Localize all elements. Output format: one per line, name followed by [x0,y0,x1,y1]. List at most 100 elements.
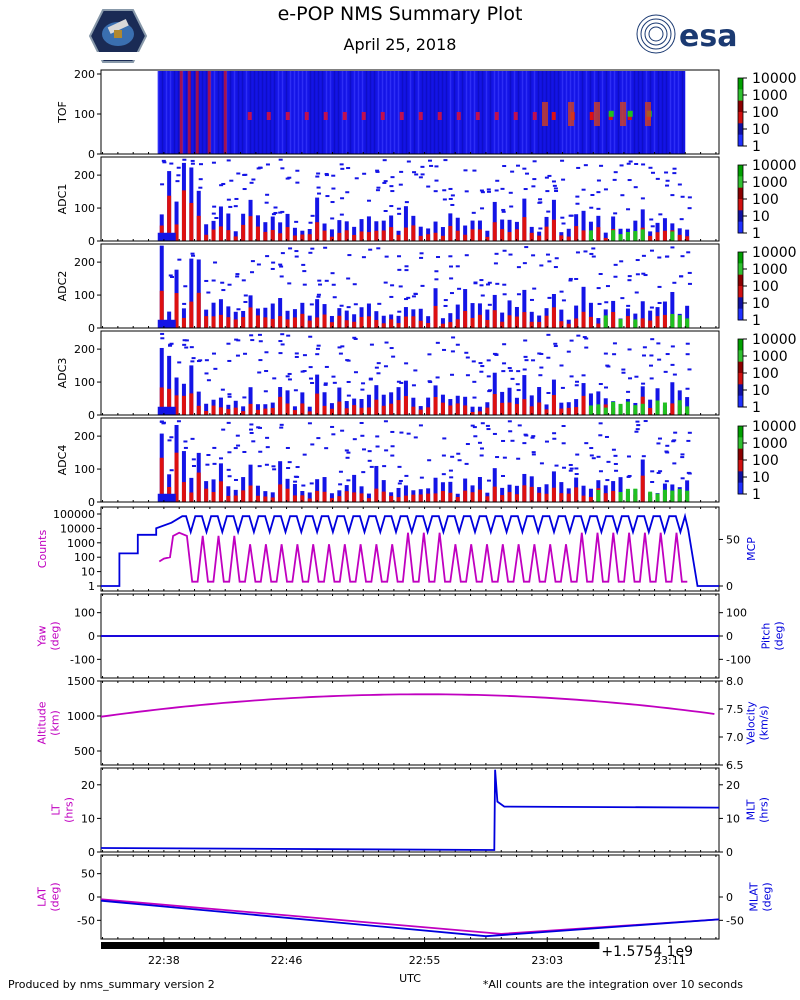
tof-streak [229,71,232,154]
adc-column-core [359,493,364,502]
adc-dash [553,342,558,345]
adc-dash [182,343,187,346]
adc-column [307,406,312,415]
adc-dash [546,210,551,213]
adc-dash [530,436,535,439]
adc-dash [649,218,654,221]
adc-column [633,220,638,241]
adc-column-core [529,406,534,415]
adc-column-core [389,227,394,241]
y-tick-right-label: 8.0 [726,675,744,688]
adc-dash [566,350,571,353]
adc-column-core [448,405,453,415]
adc-column-core [204,488,209,502]
adc-dash [272,377,277,380]
adc-column-core [292,317,297,328]
adc-dash [420,173,425,176]
adc-dash [487,281,492,284]
adc-dash [293,389,298,392]
adc-dash [258,340,263,343]
adc-dash [584,442,589,445]
adc-dash [382,181,387,184]
adc-dash [680,477,685,480]
adc-column [611,216,616,241]
adc-column-peak [611,401,616,415]
adc-dash [243,300,248,303]
adc-column-core [315,393,320,415]
adc-dash [635,259,640,262]
adc-dash [545,190,550,193]
adc-column [492,468,497,502]
adc-dash [390,190,395,193]
y-axis-label-right-line: (hrs) [758,797,771,823]
adc-column [455,217,460,241]
panel-counts-mcp [97,506,723,592]
adc-column [403,206,408,241]
adc-column-core [418,235,423,241]
adc-dash [257,371,262,374]
adc-dash [169,436,174,439]
y-tick-right-label: 0 [726,891,733,904]
adc-column [477,476,482,502]
adc-dash [501,210,506,213]
adc-dash [330,425,335,428]
adc-dash [167,439,172,442]
adc-column [507,300,512,328]
adc-column-core [655,232,660,241]
panel-lat-mlat [97,854,723,949]
adc-column-peak [603,315,608,328]
adc-dash [339,304,344,307]
adc-dash [574,277,579,280]
adc-column-core [470,492,475,502]
adc-dash [584,337,589,340]
adc-dash [670,246,675,249]
adc-column-core [344,320,349,328]
adc-column-core [181,317,186,328]
adc-column-core [492,394,497,415]
adc-column-core [270,229,275,241]
tof-streak [681,71,684,154]
adc-dash [404,362,409,365]
adc-dash [596,179,601,182]
adc-dash [233,205,238,208]
adc-dash [168,344,173,347]
adc-column-core [329,498,334,502]
adc-dash [569,467,574,470]
adc-dash [641,455,646,458]
adc-dash [236,444,241,447]
adc-dash [258,450,263,453]
tof-streak [413,71,416,154]
adc-dash [396,207,401,210]
y-tick-label: 100 [74,551,95,564]
adc-dash [300,370,305,373]
adc-dash [561,442,566,445]
adc-column-core [344,408,349,415]
adc-dash [204,359,209,362]
adc-column-core [551,395,556,415]
y-axis-label-left-line: Yaw [36,626,49,648]
tof-streak [581,71,584,154]
adc-column-core [500,402,505,415]
adc-dash [448,187,453,190]
adc-dash [613,212,618,215]
adc-dash [531,359,536,362]
adc-dash [221,182,226,185]
adc-dash [596,455,601,458]
adc-dash [189,346,194,349]
tof-streak [165,71,168,154]
adc-column-core [241,411,246,415]
tof-streak [665,71,668,154]
adc-column [329,315,334,328]
adc-column-core [374,488,379,502]
adc-column-core [544,315,549,328]
adc-dash [664,450,669,453]
adc-column [396,487,401,502]
adc-dash [176,420,181,423]
adc-dash [184,346,189,349]
adc-dash [278,263,283,266]
adc-column-core [411,316,416,328]
adc-dash [673,431,678,434]
y-tick-right-label: 0 [726,630,733,643]
adc-dash [206,453,211,456]
